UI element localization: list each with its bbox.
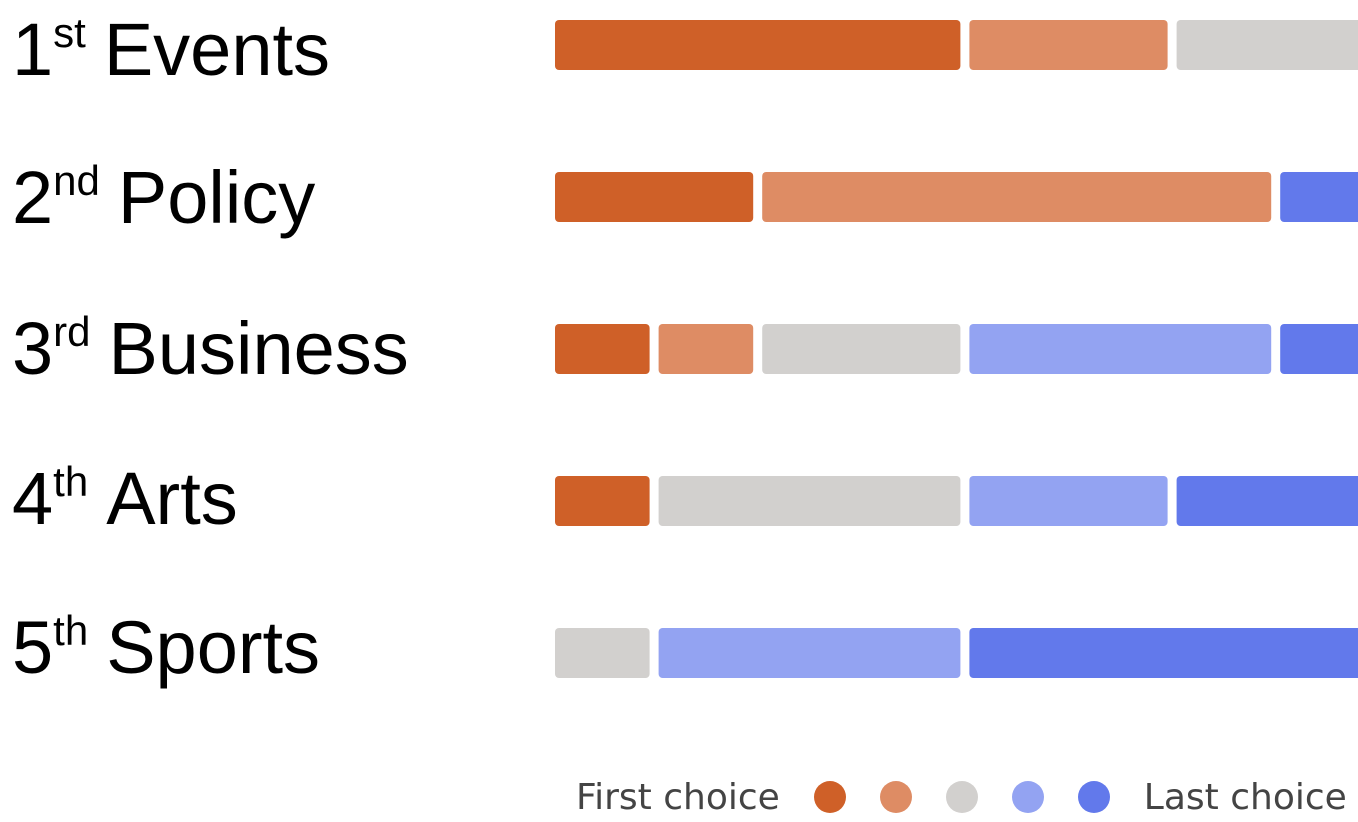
rank-suffix: nd xyxy=(53,157,100,204)
bar-segment-arts-choice-1 xyxy=(555,476,650,526)
legend-dot-1 xyxy=(813,781,846,813)
rank-number: 1 xyxy=(12,8,54,91)
bar-segment-sports-choice-4 xyxy=(658,628,961,678)
row-label-4: 4th Arts xyxy=(12,459,238,539)
bar-segment-business-choice-2 xyxy=(658,324,754,374)
legend-last-label: Last choice xyxy=(1143,776,1347,818)
legend-first-label: First choice xyxy=(576,776,780,818)
bar-segment-business-choice-4 xyxy=(969,324,1272,374)
bar-segment-events-choice-1 xyxy=(555,20,961,70)
category-name: Sports xyxy=(106,606,321,689)
rank-suffix: th xyxy=(53,607,89,654)
bar-segment-arts-choice-4 xyxy=(969,476,1168,526)
legend: First choice Last choice xyxy=(576,772,1347,822)
bar-segment-business-choice-1 xyxy=(555,324,650,374)
legend-dot-3 xyxy=(945,781,978,813)
category-name: Policy xyxy=(117,156,316,239)
category-name: Events xyxy=(103,8,331,91)
bar-segment-arts-choice-3 xyxy=(658,476,961,526)
bar-segment-policy-choice-2 xyxy=(762,172,1272,222)
bar-segment-policy-choice-5 xyxy=(1280,172,1358,222)
category-name: Arts xyxy=(106,457,238,540)
bar-segment-events-choice-2 xyxy=(969,20,1168,70)
legend-dot-5 xyxy=(1077,781,1110,813)
bar-segment-arts-choice-5 xyxy=(1176,476,1358,526)
legend-dot-4 xyxy=(1011,781,1044,813)
category-name: Business xyxy=(108,307,409,390)
rank-number: 2 xyxy=(12,156,54,239)
row-label-1: 1st Events xyxy=(12,10,330,90)
rank-number: 5 xyxy=(12,606,54,689)
bar-segment-events-choice-3 xyxy=(1176,20,1358,70)
bar-segment-sports-choice-5 xyxy=(969,628,1358,678)
rank-suffix: th xyxy=(53,458,89,505)
bar-segment-policy-choice-1 xyxy=(555,172,754,222)
row-label-3: 3rd Business xyxy=(12,309,409,389)
rank-number: 3 xyxy=(12,307,54,390)
bar-segment-sports-choice-3 xyxy=(555,628,650,678)
rank-suffix: st xyxy=(53,9,86,56)
legend-dot-2 xyxy=(879,781,912,813)
bar-segment-business-choice-5 xyxy=(1280,324,1358,374)
row-label-5: 5th Sports xyxy=(12,608,320,688)
rank-suffix: rd xyxy=(53,308,91,355)
rank-number: 4 xyxy=(12,457,54,540)
row-label-2: 2nd Policy xyxy=(12,158,315,238)
bar-segment-business-choice-3 xyxy=(762,324,961,374)
